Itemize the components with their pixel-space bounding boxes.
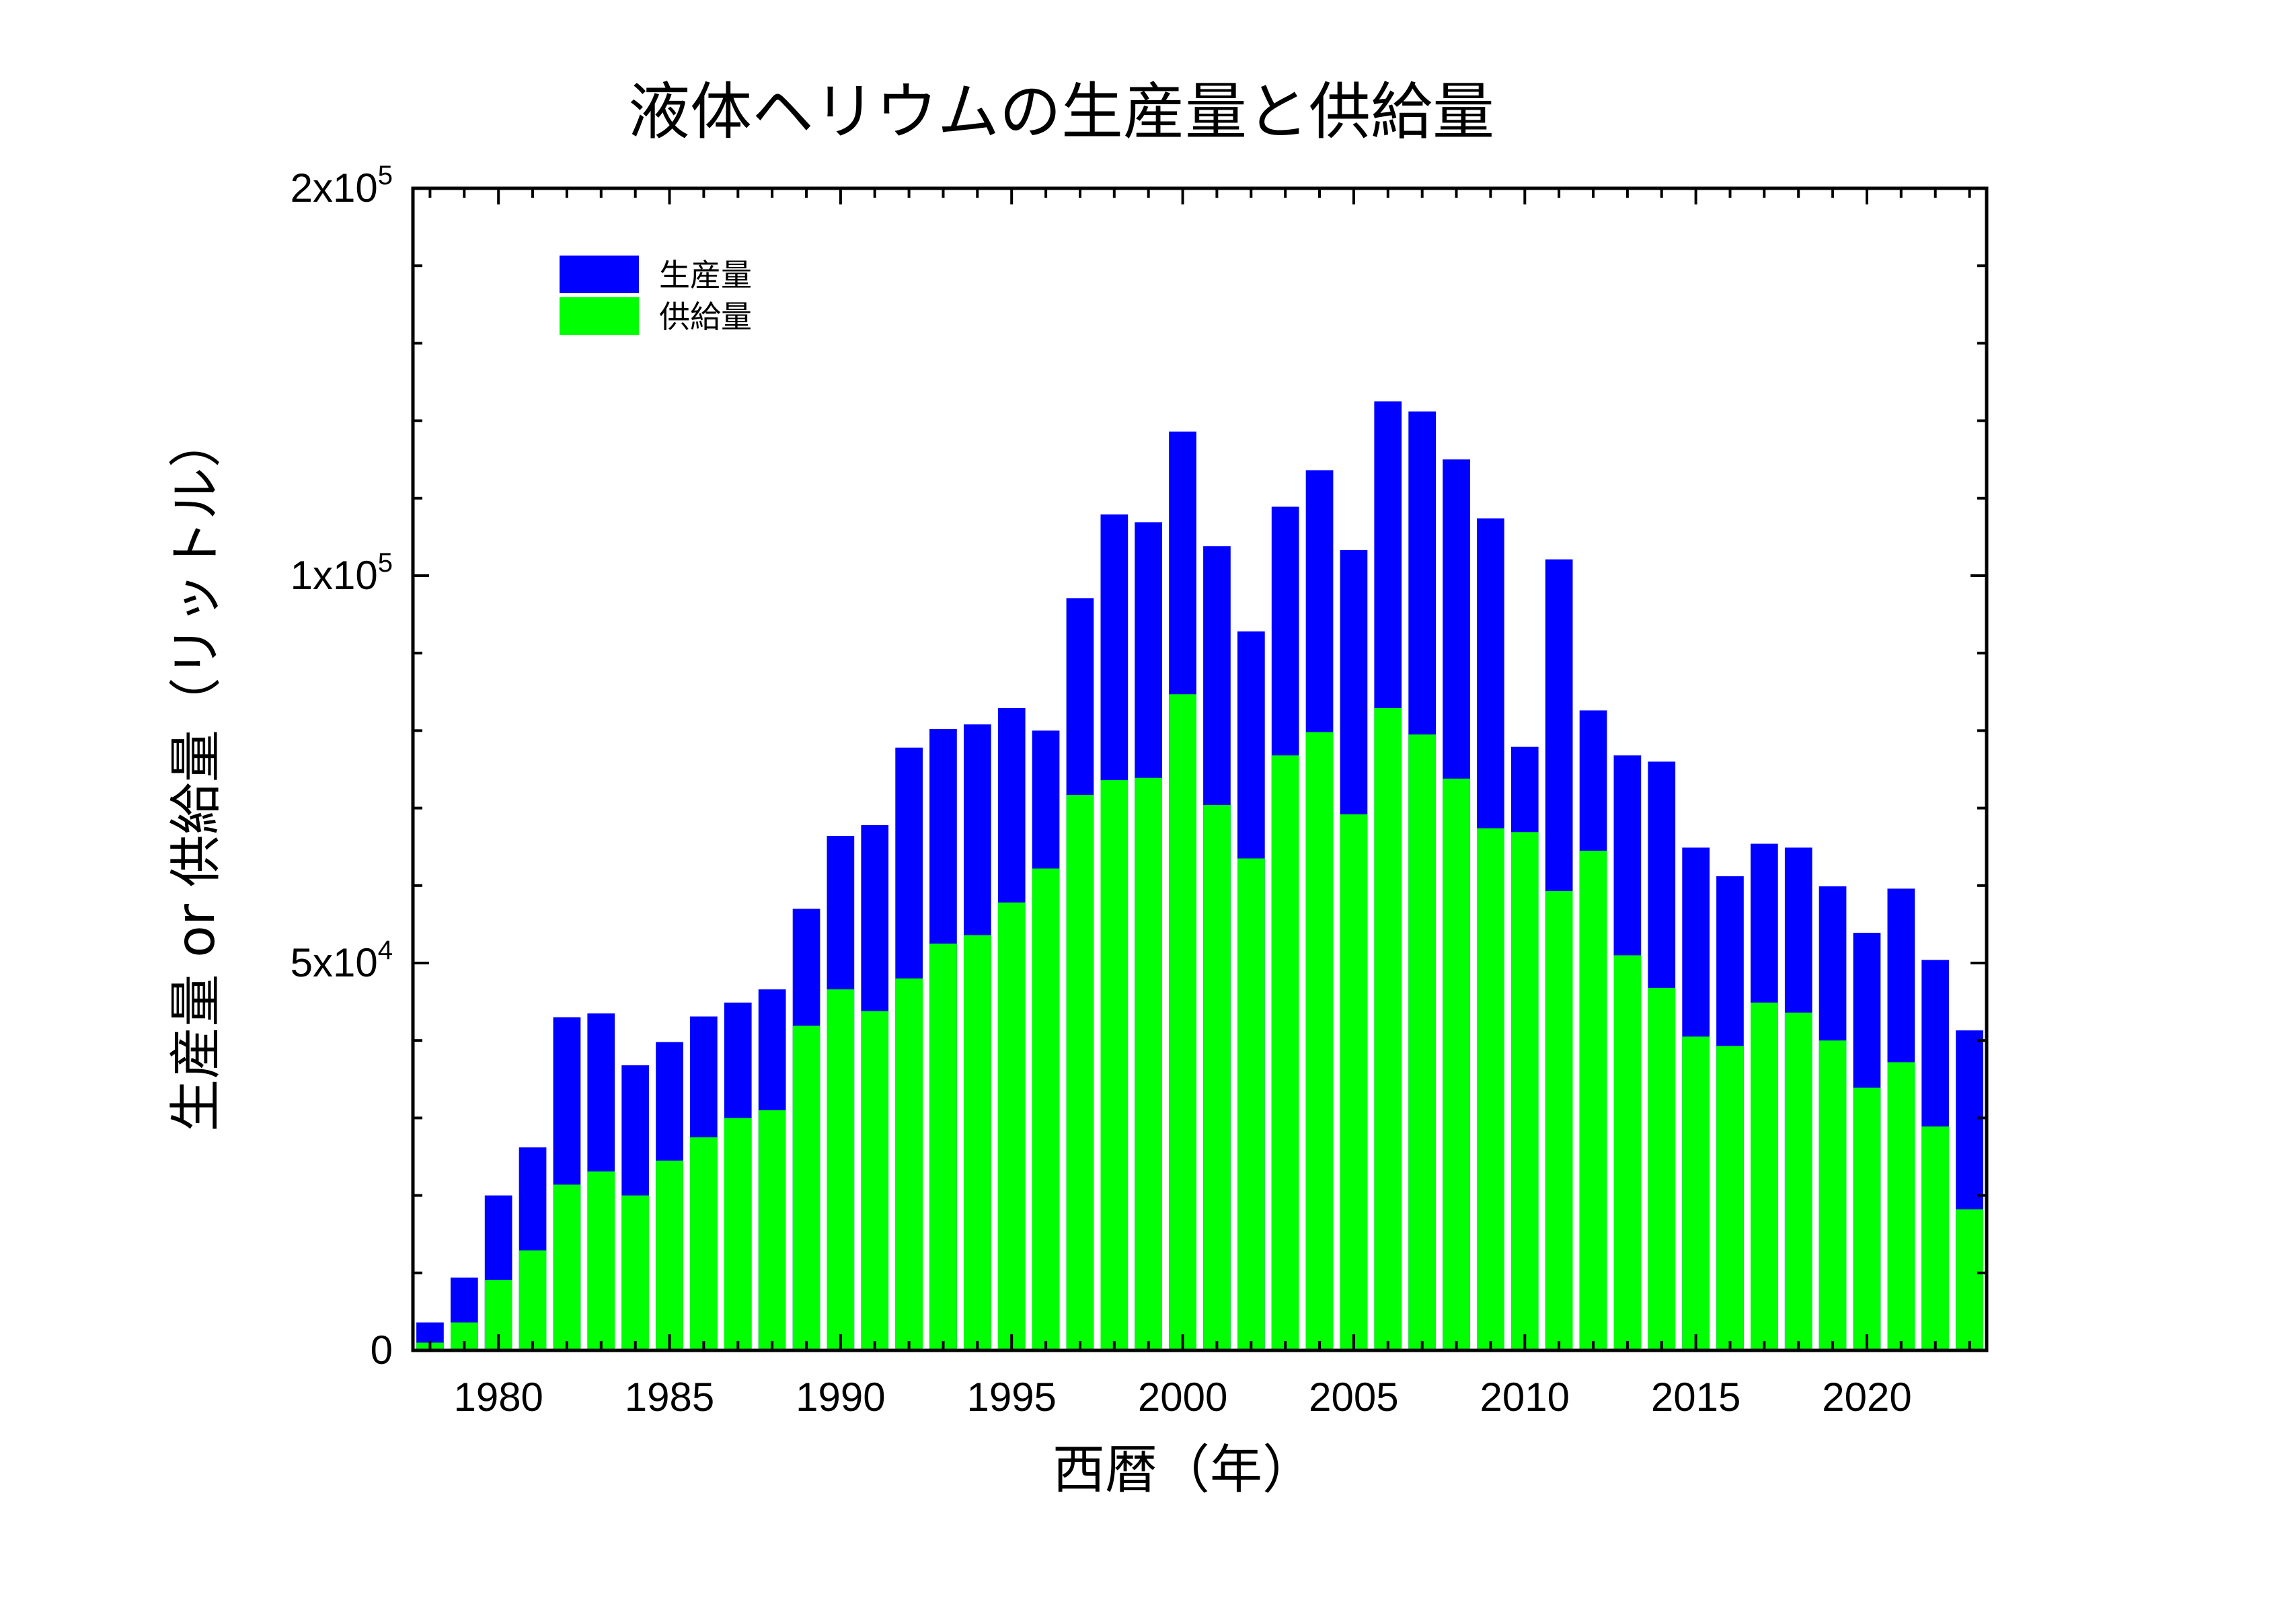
bar-supply-2018 [1784,1012,1812,1350]
legend-label-supply: 供給量 [659,299,752,335]
bar-supply-2016 [1716,1046,1744,1350]
bar-supply-2005 [1340,814,1368,1350]
bar-supply-1992 [895,978,923,1350]
bar-supply-1981 [519,1250,547,1350]
legend-swatch-supply [560,297,639,335]
bar-supply-1990 [827,989,855,1350]
bar-supply-2008 [1443,778,1470,1350]
bar-supply-2007 [1408,734,1436,1350]
bar-supply-2006 [1374,708,1402,1350]
bar-supply-2011 [1545,890,1573,1350]
bar-supply-2003 [1271,755,1299,1350]
bar-supply-1985 [656,1160,683,1350]
bar-supply-1998 [1100,780,1128,1350]
bar-supply-2022 [1921,1126,1949,1350]
bar-supply-2015 [1682,1036,1710,1350]
bar-supply-2000 [1169,694,1196,1350]
bar-supply-2012 [1579,851,1607,1350]
tick-labels-group: 1980 1985 1990 1995 2000 2005 2010 2015 2020 0 5x1… [291,161,1912,1420]
x-tick-label-2015: 2015 [1651,1375,1740,1420]
bar-supply-1984 [621,1195,649,1350]
legend-label-production: 生産量 [659,257,752,293]
bar-supply-2002 [1237,858,1265,1350]
x-tick-label-1990: 1990 [796,1375,885,1420]
bars-group [416,401,1983,1351]
bar-supply-1988 [758,1110,786,1350]
bar-supply-1987 [724,1118,752,1350]
bar-supply-2023 [1956,1209,1983,1350]
legend: 生産量 供給量 [560,256,752,335]
bar-supply-1995 [997,902,1026,1350]
bar-supply-1997 [1066,795,1094,1350]
x-axis-label: 西暦（年） [1053,1440,1315,1500]
bar-supply-2017 [1751,1002,1778,1350]
bar-supply-1996 [1032,868,1060,1350]
bar-supply-2019 [1819,1040,1847,1350]
bar-supply-2001 [1203,805,1231,1350]
plot-frame [411,186,1989,1352]
bar-supply-1983 [587,1171,615,1350]
legend-swatch-production [560,256,639,293]
x-tick-label-2005: 2005 [1309,1375,1398,1420]
bar-supply-2009 [1477,828,1504,1350]
y-axis-label: 生産量 or 供給量（リットル） [166,415,227,1131]
bar-supply-1993 [929,944,957,1350]
bar-supply-2014 [1648,987,1676,1350]
bar-supply-1994 [964,935,991,1350]
y-tick-label-150000: 2x105 [291,161,393,210]
bar-supply-2020 [1853,1087,1881,1350]
y-tick-label-0: 0 [371,1328,393,1373]
chart-title: 液体ヘリウムの生産量と供給量 [628,76,1494,148]
x-tick-label-1995: 1995 [966,1375,1056,1420]
y-tick-label-100000: 1x105 [291,548,393,598]
x-tick-label-1980: 1980 [453,1375,543,1420]
bar-supply-1989 [792,1026,820,1350]
bar-supply-2021 [1887,1062,1915,1350]
y-tick-label-50000: 5x104 [291,935,393,985]
bar-supply-2010 [1510,832,1539,1350]
bar-supply-1999 [1135,777,1162,1350]
bar-supply-2004 [1305,732,1334,1350]
bar-supply-1982 [553,1184,581,1350]
bar-supply-1986 [690,1137,718,1350]
x-tick-label-2000: 2000 [1138,1375,1227,1420]
x-tick-label-2020: 2020 [1822,1375,1911,1420]
x-tick-label-2010: 2010 [1480,1375,1570,1420]
x-tick-label-1985: 1985 [625,1375,714,1420]
bar-supply-2013 [1613,955,1642,1350]
bar-supply-1991 [861,1011,889,1350]
